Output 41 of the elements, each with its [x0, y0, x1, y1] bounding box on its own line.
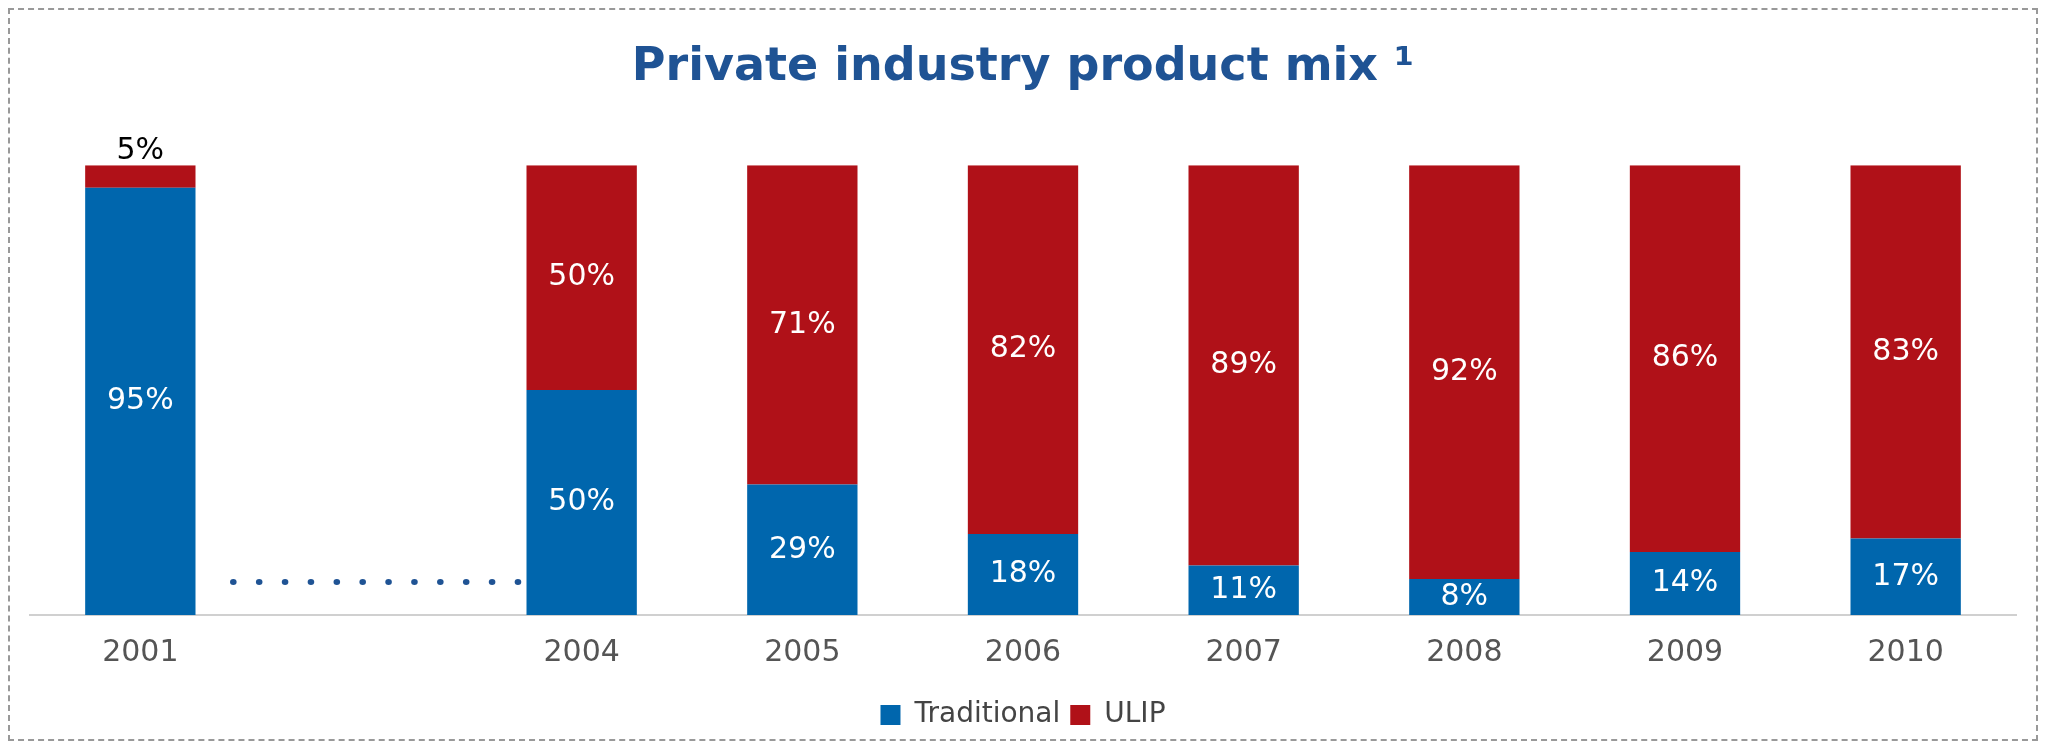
- bar: [1629, 552, 1741, 615]
- data-label: 5%: [116, 131, 165, 166]
- data-label: 11%: [1210, 570, 1278, 606]
- bar: [967, 534, 1079, 615]
- data-label: 50%: [548, 257, 616, 293]
- data-label: 92%: [1430, 351, 1498, 387]
- bar: [1409, 165, 1520, 580]
- legend-label: Traditional: [913, 696, 1061, 730]
- data-label: 82%: [989, 329, 1057, 365]
- chart-title: Private industry product mix ¹: [631, 36, 1415, 91]
- data-label: 95%: [106, 381, 174, 417]
- data-label: 8%: [1440, 576, 1489, 612]
- x-tick-label: 2008: [1426, 632, 1503, 668]
- x-tick-label: 2010: [1867, 632, 1944, 668]
- bar: [526, 165, 637, 391]
- x-tick-label: 2001: [102, 632, 179, 668]
- bar: [85, 165, 196, 188]
- bar: [967, 165, 1079, 535]
- data-label: 89%: [1210, 345, 1278, 381]
- bar: [747, 165, 858, 485]
- data-label: 14%: [1651, 563, 1719, 599]
- x-tick-label: 2009: [1646, 632, 1724, 668]
- data-label: 86%: [1651, 338, 1719, 374]
- bar: [1629, 165, 1741, 553]
- data-label: 17%: [1872, 556, 1940, 592]
- bar: [526, 390, 637, 615]
- x-tick-label: 2007: [1205, 632, 1282, 668]
- data-label: 83%: [1872, 331, 1940, 367]
- legend-label: ULIP: [1104, 696, 1166, 730]
- data-label: 71%: [768, 304, 836, 340]
- x-tick-label: 2004: [543, 632, 620, 668]
- bar: [85, 187, 196, 615]
- data-label: 18%: [989, 554, 1057, 590]
- bar: [1188, 165, 1299, 566]
- bar: [1850, 538, 1961, 615]
- bar: [747, 484, 858, 615]
- data-label: 50%: [548, 482, 616, 518]
- x-tick-label: 2006: [984, 632, 1062, 668]
- data-label: 29%: [768, 529, 836, 565]
- bar: [1850, 165, 1961, 539]
- x-tick-label: 2005: [764, 632, 841, 668]
